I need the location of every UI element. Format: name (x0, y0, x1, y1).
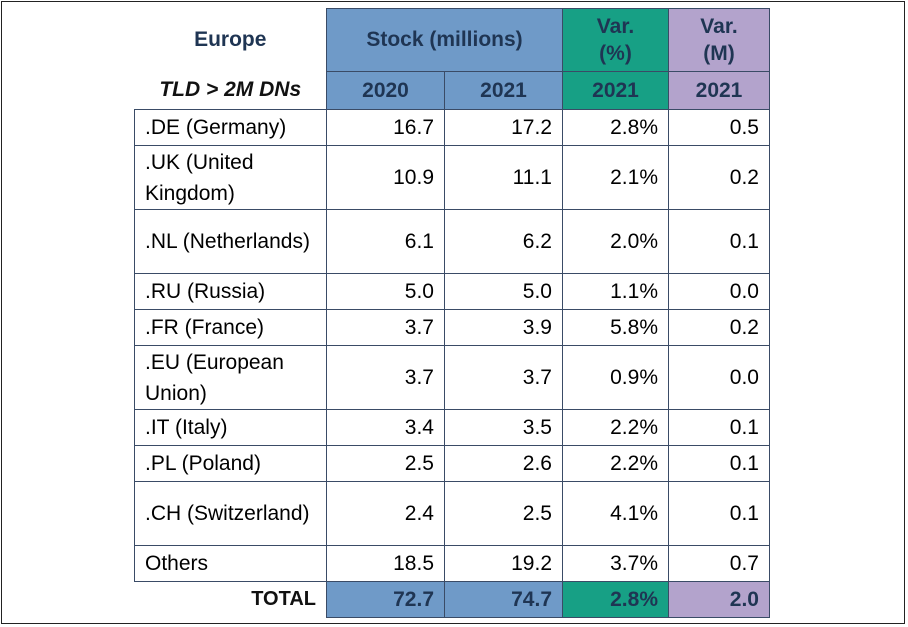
table-row: .EU (European Union) 3.7 3.7 0.9% 0.0 (134, 345, 770, 410)
var-pct-cell: 3.7% (562, 545, 669, 582)
year-2021-header: 2021 (444, 71, 563, 110)
region-header: Europe (194, 28, 267, 51)
stock-2021-cell: 19.2 (444, 545, 563, 582)
var-pct-year-header: 2021 (562, 71, 669, 110)
tld-subtitle: TLD > 2M DNs (159, 78, 302, 102)
table-row: .FR (France) 3.7 3.9 5.8% 0.2 (134, 309, 770, 346)
tld-cell: .PL (Poland) (134, 445, 327, 482)
stock-2021-cell: 6.2 (444, 209, 563, 274)
var-m-cell: 0.0 (668, 273, 770, 310)
var-m-cell: 0.2 (668, 309, 770, 346)
var-m-cell: 0.2 (668, 145, 770, 210)
table-row: .CH (Switzerland) 2.4 2.5 4.1% 0.1 (134, 481, 770, 546)
var-m-header-line2: (M) (703, 42, 735, 65)
tld-cell: .UK (United Kingdom) (134, 145, 327, 210)
var-pct-header-line2: (%) (599, 42, 632, 65)
tld-cell: .NL (Netherlands) (134, 209, 327, 274)
stock-2021-cell: 5.0 (444, 273, 563, 310)
var-pct-cell: 2.1% (562, 145, 669, 210)
stock-2021-cell: 3.5 (444, 409, 563, 446)
tld-cell: Others (134, 545, 327, 582)
table-row: .IT (Italy) 3.4 3.5 2.2% 0.1 (134, 409, 770, 446)
year-2020-header: 2020 (326, 71, 445, 110)
table-row: .PL (Poland) 2.5 2.6 2.2% 0.1 (134, 445, 770, 482)
table-row: .RU (Russia) 5.0 5.0 1.1% 0.0 (134, 273, 770, 310)
var-m-header-line1: Var. (700, 15, 738, 38)
stock-2021-cell: 3.7 (444, 345, 563, 410)
table-row: Others 18.5 19.2 3.7% 0.7 (134, 545, 770, 582)
var-m-cell: 0.1 (668, 481, 770, 546)
stock-2020-cell: 16.7 (326, 109, 445, 146)
var-pct-header: Var. (%) (562, 8, 669, 72)
total-row: TOTAL 72.7 74.7 2.8% 2.0 (135, 581, 770, 618)
stock-2021-cell: 11.1 (444, 145, 563, 210)
table-row: .NL (Netherlands) 6.1 6.2 2.0% 0.1 (134, 209, 770, 274)
tld-cell: .IT (Italy) (134, 409, 327, 446)
stock-2020-cell: 6.1 (326, 209, 445, 274)
total-var-m: 2.0 (668, 581, 770, 618)
var-pct-header-line1: Var. (596, 15, 635, 38)
var-pct-cell: 5.8% (562, 309, 669, 346)
stock-header: Stock (millions) (326, 8, 563, 72)
stock-2020-cell: 10.9 (326, 145, 445, 210)
var-pct-cell: 2.2% (562, 445, 669, 482)
year-row: TLD > 2M DNs 2020 2021 2021 2021 (135, 71, 770, 110)
stock-2021-cell: 2.5 (444, 481, 563, 546)
var-pct-cell: 0.9% (562, 345, 669, 410)
var-pct-cell: 2.8% (562, 109, 669, 146)
stock-2020-cell: 2.5 (326, 445, 445, 482)
table-row: .DE (Germany) 16.7 17.2 2.8% 0.5 (134, 109, 770, 146)
stock-2021-cell: 17.2 (444, 109, 563, 146)
var-m-year-header: 2021 (668, 71, 770, 110)
total-stock-2021: 74.7 (444, 581, 563, 618)
stock-2020-cell: 18.5 (326, 545, 445, 582)
var-m-cell: 0.1 (668, 445, 770, 482)
tld-cell: .DE (Germany) (134, 109, 327, 146)
header-row: Europe Stock (millions) Var. (%) Var. (M… (135, 8, 770, 72)
tld-cell: .FR (France) (134, 309, 327, 346)
stock-2021-cell: 3.9 (444, 309, 563, 346)
total-label: TOTAL (251, 588, 316, 611)
stock-2020-cell: 3.7 (326, 345, 445, 410)
var-m-cell: 0.7 (668, 545, 770, 582)
var-m-cell: 0.5 (668, 109, 770, 146)
var-pct-cell: 1.1% (562, 273, 669, 310)
var-m-cell: 0.1 (668, 409, 770, 446)
tld-cell: .CH (Switzerland) (134, 481, 327, 546)
tld-cell: .EU (European Union) (134, 345, 327, 410)
tld-table: Europe Stock (millions) Var. (%) Var. (M… (134, 8, 770, 618)
stock-2020-cell: 5.0 (326, 273, 445, 310)
tld-cell: .RU (Russia) (134, 273, 327, 310)
var-pct-cell: 2.2% (562, 409, 669, 446)
var-m-cell: 0.0 (668, 345, 770, 410)
var-pct-cell: 2.0% (562, 209, 669, 274)
stock-2021-cell: 2.6 (444, 445, 563, 482)
var-m-header: Var. (M) (668, 8, 770, 72)
table-row: .UK (United Kingdom) 10.9 11.1 2.1% 0.2 (134, 145, 770, 210)
stock-2020-cell: 3.7 (326, 309, 445, 346)
total-stock-2020: 72.7 (326, 581, 445, 618)
stock-2020-cell: 2.4 (326, 481, 445, 546)
stock-2020-cell: 3.4 (326, 409, 445, 446)
var-m-cell: 0.1 (668, 209, 770, 274)
total-var-pct: 2.8% (562, 581, 669, 618)
var-pct-cell: 4.1% (562, 481, 669, 546)
